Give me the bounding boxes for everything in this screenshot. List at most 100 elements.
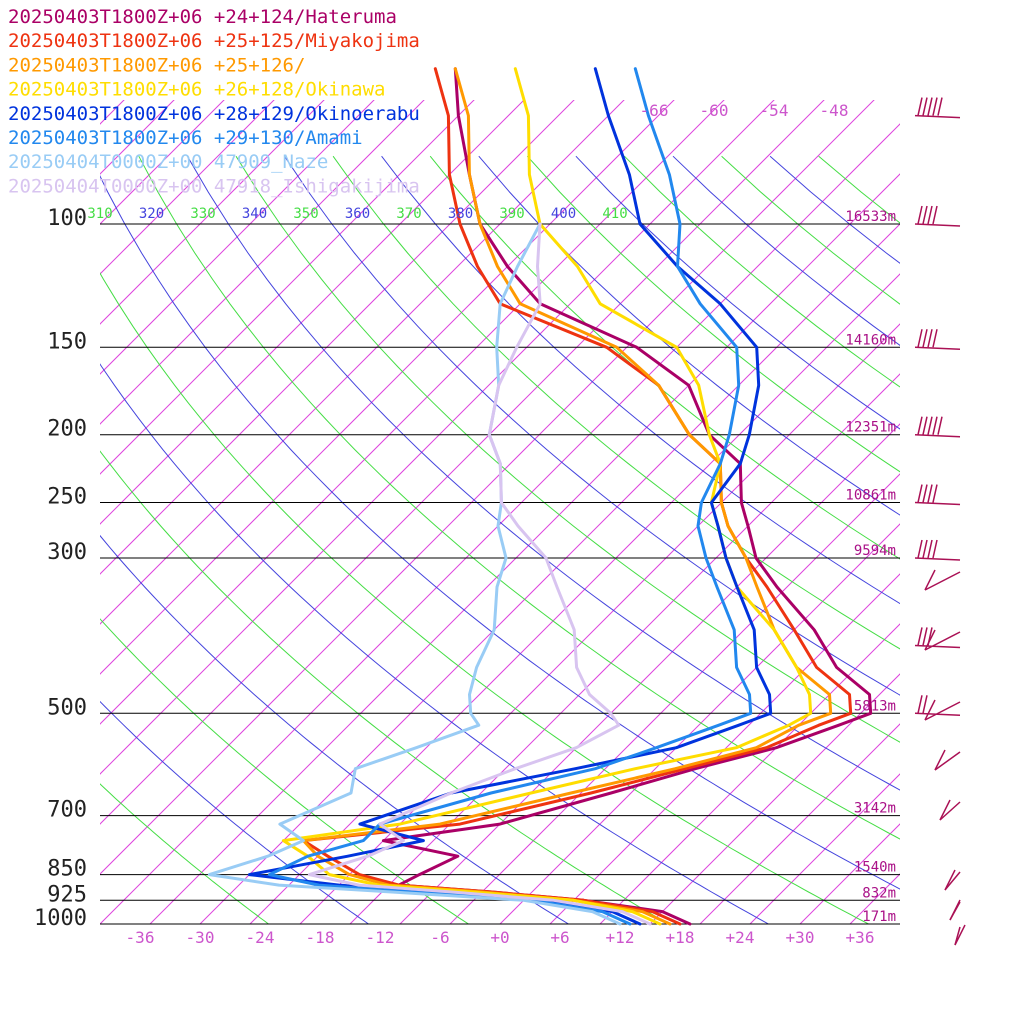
isotherm-line	[599, 623, 900, 924]
theta-label: 350	[293, 206, 318, 222]
isotherm-line	[100, 100, 375, 375]
temperature-tick-label: +30	[786, 928, 815, 947]
theta-label: 340	[242, 206, 267, 222]
profile-line	[281, 67, 813, 926]
grid-clipped	[100, 100, 900, 924]
dry-adiabat-line	[100, 175, 900, 890]
dry-adiabat-line	[478, 155, 900, 516]
legend-entry: 20250403T1800Z+06 +28+129/Okinoerabu	[8, 103, 420, 125]
isotherm-line	[100, 100, 725, 725]
temperature-tick-label: -12	[366, 928, 395, 947]
pressure-label: 100	[47, 206, 87, 231]
pressure-label: 700	[47, 798, 87, 823]
upper-temperature-label: -48	[820, 101, 849, 120]
height-label: 16533m	[845, 209, 896, 225]
wind-barb	[914, 97, 961, 119]
isotherm-line	[100, 100, 625, 625]
legend-entry: 20250404T0000Z+00 47918_Ishigakijima	[8, 175, 420, 197]
temperature-tick-label: -36	[126, 928, 155, 947]
isotherm-line	[100, 100, 275, 275]
wind-barb	[924, 569, 961, 591]
wind-barb	[914, 484, 961, 506]
wind-barb	[934, 749, 961, 771]
isotherm-line	[100, 100, 225, 225]
dry-adiabat-line	[235, 155, 900, 743]
dry-adiabat-line	[100, 783, 269, 924]
upper-temperature-label: -66	[640, 101, 669, 120]
isotherm-line	[349, 373, 900, 924]
pressure-label: 150	[47, 329, 87, 354]
temperature-tick-label: +36	[846, 928, 875, 947]
legend: 20250403T1800Z+06 +24+124/Hateruma 202504…	[8, 6, 420, 197]
wind-barb	[954, 924, 966, 946]
isotherm-line	[149, 173, 900, 924]
wind-barb	[914, 539, 961, 561]
legend-entry: 20250403T1800Z+06 +24+124/Hateruma	[8, 6, 397, 28]
pressure-label: 250	[47, 485, 87, 510]
wind-barb	[914, 416, 961, 438]
dry-adiabat-line	[100, 272, 869, 924]
temperature-tick-label: -18	[306, 928, 335, 947]
isotherm-line	[100, 123, 900, 924]
theta-label: 370	[396, 206, 421, 222]
upper-temperature-label: -60	[700, 101, 729, 120]
dry-adiabat-line	[100, 618, 469, 924]
isotherm-line	[100, 100, 875, 875]
temperature-tick-label: -30	[186, 928, 215, 947]
temperature-tick-label: -24	[246, 928, 275, 947]
wind-barb	[914, 205, 961, 227]
wind-barb	[924, 699, 961, 721]
isotherm-line	[249, 273, 900, 924]
theta-label: 360	[345, 206, 370, 222]
isotherm-line	[699, 723, 900, 924]
wind-barb	[914, 329, 961, 351]
height-label: 14160m	[845, 332, 896, 348]
height-label: 1540m	[854, 860, 896, 876]
isotherm-line	[100, 100, 525, 525]
pressure-label: 200	[47, 417, 87, 442]
isotherm-line	[749, 773, 900, 924]
height-label: 832m	[862, 885, 896, 901]
dry-adiabat-line	[100, 534, 569, 924]
wind-barb	[939, 799, 961, 821]
dry-adiabat-line	[100, 450, 669, 924]
isotherm-line	[100, 100, 825, 825]
isotherm-line	[449, 473, 900, 924]
temperature-tick-label: +12	[606, 928, 635, 947]
temperature-tick-label: +18	[666, 928, 695, 947]
profile-line	[247, 67, 773, 926]
height-label: 3142m	[854, 801, 896, 817]
legend-entry: 20250404T0000Z+00 47909_Naze	[8, 151, 328, 173]
isotherm-line	[299, 323, 900, 924]
isotherm-line	[100, 100, 575, 575]
isotherm-line	[100, 100, 475, 475]
isotherm-line	[100, 100, 425, 425]
pressure-label: 850	[47, 857, 87, 882]
wind-barb	[914, 627, 961, 649]
height-label: 9594m	[854, 543, 896, 559]
dry-adiabat-line	[100, 363, 769, 924]
legend-entry: 20250403T1800Z+06 +25+126/	[8, 54, 305, 76]
pressure-label: 1000	[34, 906, 87, 931]
temperature-tick-label: +24	[726, 928, 755, 947]
dry-adiabat-line	[769, 155, 900, 264]
temperature-tick-label: -6	[430, 928, 449, 947]
isotherm-line	[499, 523, 900, 924]
theta-label: 400	[551, 206, 576, 222]
theta-label: 330	[190, 206, 215, 222]
wind-barb	[924, 629, 961, 651]
wind-barb	[944, 869, 961, 891]
dry-adiabat-line	[284, 155, 900, 696]
wind-barbs	[914, 97, 966, 946]
isotherm-line	[100, 100, 325, 325]
pressure-label: 500	[47, 695, 87, 720]
wind-barb	[949, 899, 961, 921]
isotherm-line	[799, 823, 900, 924]
upper-temperature-label: -54	[760, 101, 789, 120]
theta-label: 310	[87, 206, 112, 222]
dry-adiabat-line	[138, 155, 900, 840]
height-label: 12351m	[845, 420, 896, 436]
theta-label: 390	[499, 206, 524, 222]
